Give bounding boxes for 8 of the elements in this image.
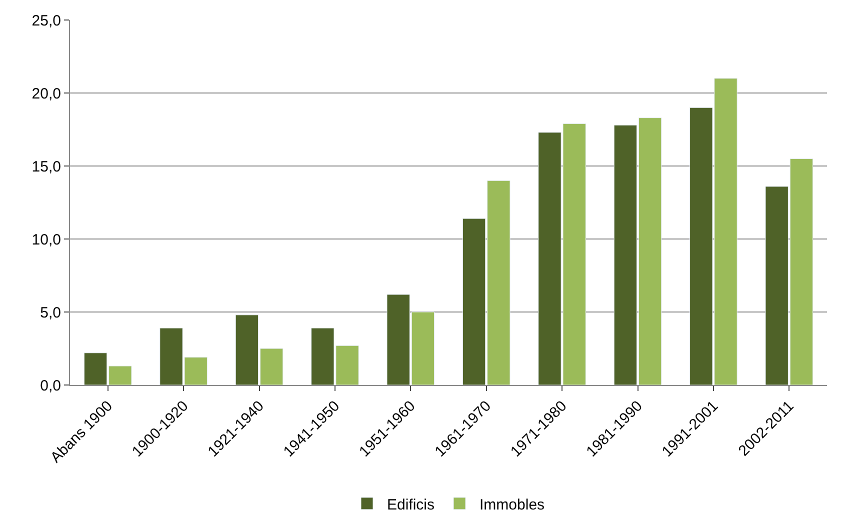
- y-tick-label: 10,0: [32, 231, 61, 248]
- legend-label: Edificis: [387, 496, 435, 514]
- y-tick-label: 5,0: [40, 304, 61, 322]
- y-tick-label: 0,0: [40, 377, 61, 394]
- legend-label: Immobles: [480, 496, 545, 514]
- y-tick-label: 15,0: [32, 158, 61, 176]
- y-tick-label: 20,0: [32, 85, 61, 102]
- y-tick-label: 25,0: [32, 12, 61, 30]
